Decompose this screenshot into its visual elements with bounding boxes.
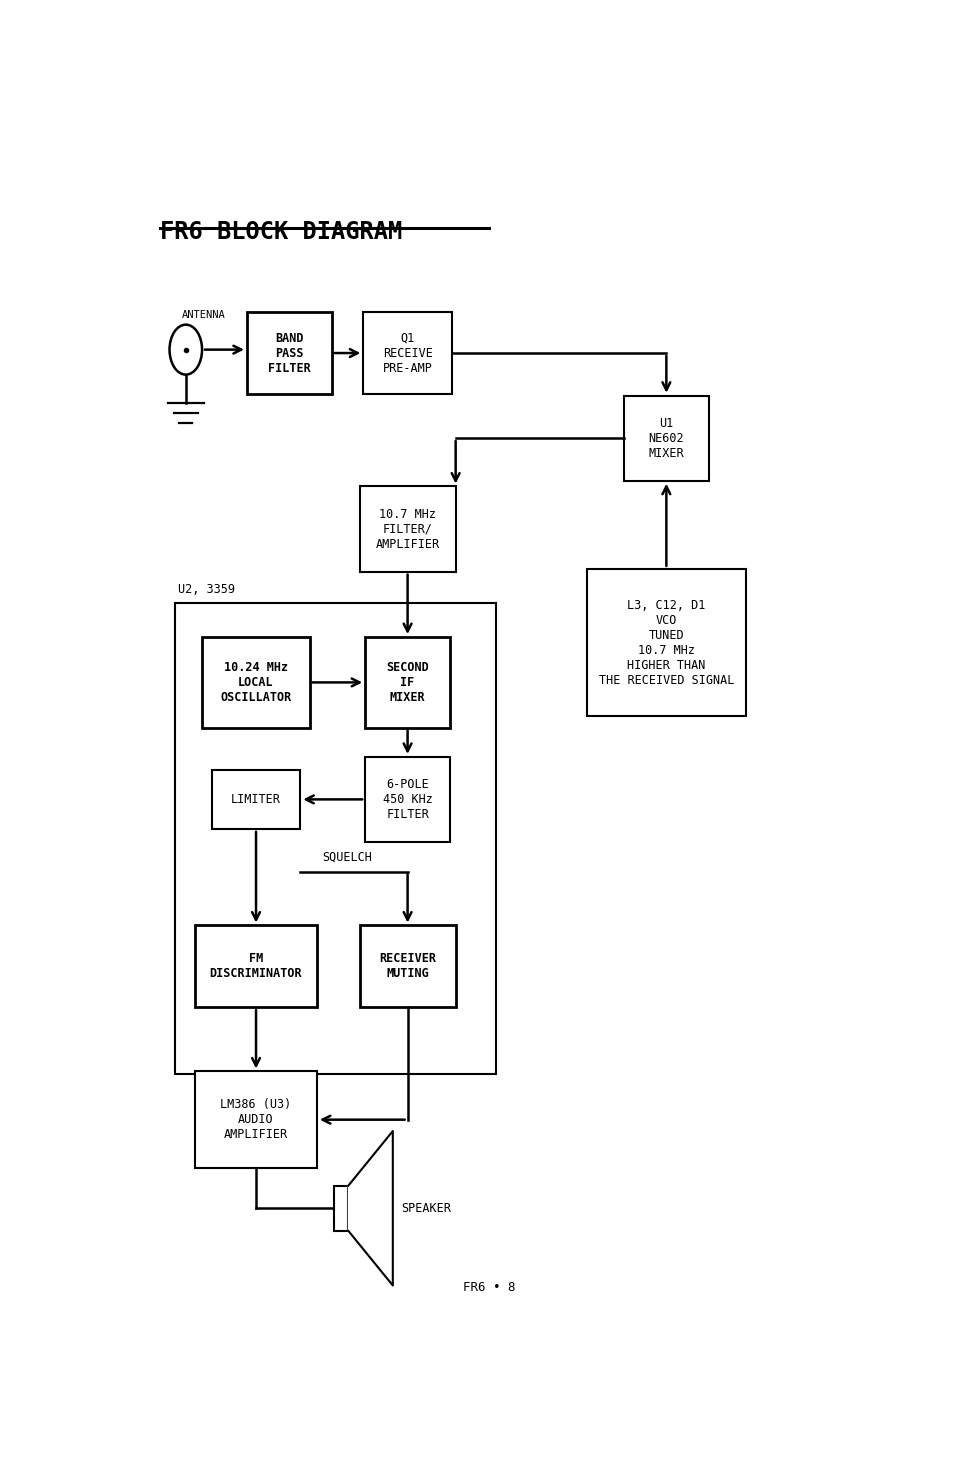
Bar (247, 313, 332, 394)
Bar (202, 637, 310, 727)
Text: U1
NE602
MIXER: U1 NE602 MIXER (648, 417, 683, 460)
Bar (359, 487, 456, 572)
Text: L3, C12, D1
VCO
TUNED
10.7 MHz
HIGHER THAN
THE RECEIVED SIGNAL: L3, C12, D1 VCO TUNED 10.7 MHz HIGHER TH… (598, 599, 733, 687)
Bar (334, 1186, 348, 1232)
Text: 6-POLE
450 KHz
FILTER: 6-POLE 450 KHz FILTER (382, 777, 432, 822)
Text: FR6 BLOCK DIAGRAM: FR6 BLOCK DIAGRAM (160, 220, 402, 245)
Text: FR6 • 8: FR6 • 8 (462, 1282, 515, 1294)
Text: SQUELCH: SQUELCH (322, 851, 372, 863)
Bar (194, 925, 316, 1007)
Text: RECEIVER
MUTING: RECEIVER MUTING (378, 953, 436, 981)
Bar (212, 770, 300, 829)
Bar (194, 1071, 316, 1168)
Text: FM
DISCRIMINATOR: FM DISCRIMINATOR (210, 953, 302, 981)
Bar (623, 395, 708, 481)
Text: U2, 3359: U2, 3359 (178, 583, 235, 596)
Text: BAND
PASS
FILTER: BAND PASS FILTER (268, 332, 311, 375)
Text: Q1
RECEIVE
PRE-AMP: Q1 RECEIVE PRE-AMP (382, 332, 432, 375)
Text: SPEAKER: SPEAKER (401, 1202, 451, 1215)
Text: LIMITER: LIMITER (231, 794, 281, 805)
Bar (365, 637, 450, 727)
Bar (365, 757, 450, 842)
Text: 10.7 MHz
FILTER/
AMPLIFIER: 10.7 MHz FILTER/ AMPLIFIER (375, 507, 439, 550)
Bar (363, 313, 452, 394)
Bar (174, 603, 496, 1074)
Bar (359, 925, 456, 1007)
Polygon shape (348, 1131, 393, 1286)
Bar (586, 569, 745, 717)
Text: 10.24 MHz
LOCAL
OSCILLATOR: 10.24 MHz LOCAL OSCILLATOR (220, 661, 292, 704)
Text: SECOND
IF
MIXER: SECOND IF MIXER (386, 661, 429, 704)
Text: LM386 (U3)
AUDIO
AMPLIFIER: LM386 (U3) AUDIO AMPLIFIER (220, 1099, 292, 1142)
Text: ANTENNA: ANTENNA (182, 310, 226, 320)
